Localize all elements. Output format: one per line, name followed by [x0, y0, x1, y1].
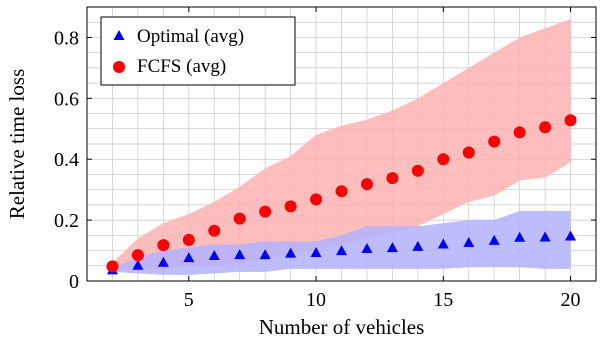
- plot-area-frame: [86, 6, 597, 282]
- data-point-circle: [310, 193, 323, 206]
- data-point-triangle: [463, 236, 475, 247]
- range-band: [112, 210, 571, 275]
- data-point-triangle: [488, 234, 500, 245]
- data-point-circle: [259, 205, 272, 218]
- data-point-circle: [157, 239, 170, 252]
- x-tick-label: 15: [433, 289, 453, 311]
- legend-label: Optimal (avg): [137, 26, 244, 47]
- data-point-triangle: [361, 243, 373, 254]
- legend: Optimal (avg) FCFS (avg): [100, 16, 296, 86]
- y-tick-label: 0.4: [54, 149, 79, 171]
- x-tick-label: 20: [561, 289, 581, 311]
- y-tick-label: 0: [69, 271, 79, 293]
- data-point-circle: [513, 126, 526, 139]
- y-tick-label: 0.2: [54, 210, 79, 232]
- data-point-triangle: [310, 246, 322, 257]
- x-tick-label: 10: [306, 289, 326, 311]
- data-point-triangle: [157, 256, 169, 267]
- data-point-triangle: [132, 259, 144, 270]
- data-point-circle: [208, 224, 221, 237]
- data-point-circle: [411, 164, 424, 177]
- data-point-triangle: [259, 249, 271, 260]
- data-point-triangle: [514, 231, 526, 242]
- range-band: [112, 19, 571, 269]
- legend-marker-triangle: [113, 30, 125, 40]
- legend-label: FCFS (avg): [137, 56, 226, 77]
- data-point-triangle: [336, 245, 347, 256]
- data-point-circle: [539, 121, 552, 134]
- data-point-circle: [437, 153, 450, 166]
- legend-items: Optimal (avg) FCFS (avg): [113, 26, 244, 77]
- data-point-circle: [131, 249, 144, 262]
- data-point-circle: [233, 212, 246, 225]
- data-point-triangle: [183, 252, 195, 263]
- x-tick-label: 5: [184, 289, 194, 311]
- y-tick-label: 0.6: [54, 88, 79, 110]
- data-point-circle: [182, 233, 195, 246]
- data-point-circle: [284, 200, 297, 213]
- data-point-circle: [488, 135, 501, 148]
- tick-labels: 5 10 15 20 0 0.2 0.4 0.6 0.8: [54, 27, 581, 311]
- y-tick-label: 0.8: [54, 27, 79, 49]
- data-point-circle: [564, 114, 577, 127]
- data-point-triangle: [386, 242, 398, 253]
- data-point-triangle: [565, 230, 577, 241]
- range-bands: [112, 19, 571, 275]
- legend-marker-circle: [113, 61, 125, 73]
- data-point-triangle: [437, 238, 449, 249]
- data-point-triangle: [208, 250, 220, 261]
- data-point-circle: [360, 178, 373, 191]
- data-point-circle: [462, 146, 475, 159]
- x-axis-label: Number of vehicles: [259, 315, 425, 339]
- data-point-triangle: [285, 247, 297, 258]
- data-point-triangle: [234, 249, 246, 260]
- y-axis-label: Relative time loss: [5, 69, 29, 219]
- data-point-circle: [386, 172, 399, 185]
- data-point-circle: [106, 260, 119, 273]
- data-markers: [106, 114, 577, 275]
- axis-ticks: [87, 7, 596, 282]
- data-point-triangle: [539, 231, 551, 242]
- legend-box: [100, 16, 296, 86]
- data-point-circle: [335, 185, 348, 198]
- data-point-triangle: [412, 240, 424, 251]
